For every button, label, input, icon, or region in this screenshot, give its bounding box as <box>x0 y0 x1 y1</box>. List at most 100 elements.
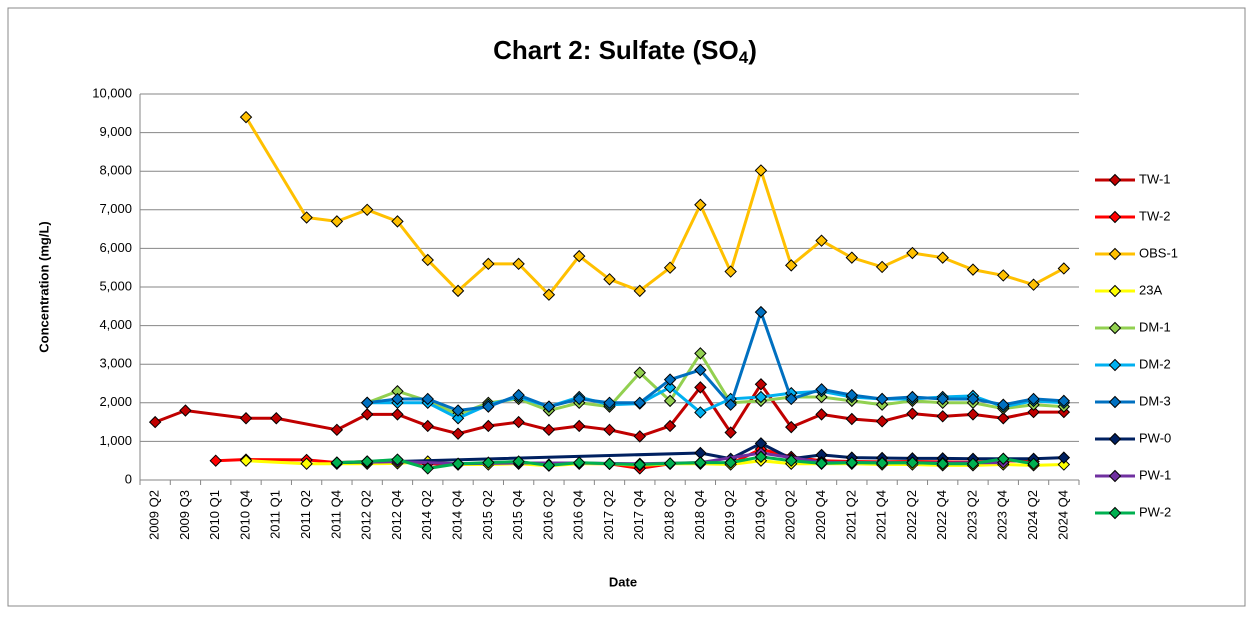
x-tick-label: 2020 Q4 <box>813 490 828 540</box>
point-marker <box>906 246 919 260</box>
point-marker <box>663 457 677 470</box>
point-marker <box>451 412 465 425</box>
point-marker <box>906 390 919 404</box>
point-marker <box>694 381 707 394</box>
point-marker <box>815 383 828 396</box>
y-tick-label: 2,000 <box>99 394 132 409</box>
y-tick-label: 10,000 <box>92 85 132 100</box>
x-tick-label: 2014 Q4 <box>449 490 464 540</box>
point-marker <box>330 423 344 437</box>
point-marker <box>997 452 1010 465</box>
point-marker <box>239 412 253 425</box>
point-marker <box>360 408 374 421</box>
point-marker <box>1027 278 1040 291</box>
x-tick-label: 2012 Q4 <box>389 490 404 540</box>
point-marker <box>1027 392 1040 406</box>
point-marker <box>906 407 919 420</box>
x-tick-label: 2017 Q4 <box>631 490 646 540</box>
point-marker <box>875 392 889 406</box>
legend-marker <box>1108 173 1122 187</box>
point-marker <box>482 257 495 271</box>
x-tick-label: 2009 Q3 <box>177 490 192 540</box>
point-marker <box>603 396 616 410</box>
y-tick-label: 3,000 <box>99 356 132 371</box>
point-marker <box>694 363 707 377</box>
legend-marker <box>1108 284 1122 298</box>
x-tick-label: 2019 Q2 <box>722 490 737 540</box>
point-marker <box>694 198 707 211</box>
point-marker <box>451 404 465 417</box>
x-tick-label: 2022 Q2 <box>904 490 919 540</box>
point-marker <box>391 408 404 421</box>
point-marker <box>391 392 404 406</box>
point-marker <box>997 269 1010 282</box>
point-marker <box>482 456 495 469</box>
x-tick-label: 2021 Q2 <box>843 490 858 540</box>
point-marker <box>451 284 465 298</box>
x-axis-label: Date <box>609 574 637 589</box>
y-tick-label: 0 <box>125 471 132 486</box>
point-marker <box>785 392 798 406</box>
point-marker <box>300 457 313 470</box>
point-marker <box>1057 458 1071 471</box>
point-marker <box>330 456 344 469</box>
point-marker <box>482 400 495 413</box>
point-marker <box>391 215 404 228</box>
point-marker <box>966 263 980 276</box>
point-marker <box>209 454 222 467</box>
legend-label: TW-2 <box>1139 208 1171 223</box>
legend-label: PW-2 <box>1139 504 1171 519</box>
point-marker <box>633 284 646 298</box>
point-marker <box>936 392 949 406</box>
point-marker <box>754 164 768 177</box>
point-marker <box>845 251 859 264</box>
point-marker <box>966 392 980 406</box>
legend-marker <box>1108 358 1122 372</box>
y-tick-label: 4,000 <box>99 317 132 332</box>
point-marker <box>633 366 646 379</box>
point-marker <box>845 456 859 469</box>
point-marker <box>724 456 737 469</box>
legend-marker <box>1108 247 1122 261</box>
point-marker <box>845 388 859 402</box>
point-marker <box>542 288 556 301</box>
point-marker <box>906 456 919 469</box>
x-tick-label: 2024 Q2 <box>1025 490 1040 540</box>
x-tick-label: 2015 Q2 <box>480 490 495 540</box>
x-tick-label: 2015 Q4 <box>510 490 525 540</box>
title-part: Chart 2: Sulfate (SO <box>493 35 739 65</box>
point-marker <box>663 381 677 394</box>
point-marker <box>573 249 586 263</box>
x-tick-label: 2016 Q4 <box>571 490 586 540</box>
point-marker <box>815 457 828 470</box>
point-marker <box>1027 405 1040 419</box>
point-marker <box>663 261 677 274</box>
point-marker <box>754 390 768 404</box>
x-tick-label: 2011 Q1 <box>268 490 283 539</box>
point-marker <box>421 462 434 475</box>
point-marker <box>512 455 525 468</box>
legend-marker <box>1108 321 1122 335</box>
y-tick-label: 9,000 <box>99 124 132 139</box>
legend-label: DM-1 <box>1139 319 1171 334</box>
legend-marker <box>1108 506 1122 520</box>
point-marker <box>421 392 434 406</box>
title-subscript: 4 <box>739 48 749 67</box>
x-tick-label: 2014 Q2 <box>419 490 434 540</box>
point-marker <box>724 426 737 439</box>
point-marker <box>875 415 889 428</box>
x-tick-label: 2016 Q2 <box>540 490 555 540</box>
point-marker <box>633 458 646 471</box>
point-marker <box>785 259 798 272</box>
point-marker <box>936 410 949 423</box>
point-marker <box>1057 394 1071 408</box>
point-marker <box>451 427 465 440</box>
legend-label: DM-3 <box>1139 393 1171 408</box>
point-marker <box>997 398 1010 411</box>
point-marker <box>663 373 677 386</box>
legend-label: OBS-1 <box>1139 245 1178 260</box>
x-tick-label: 2023 Q4 <box>995 490 1010 540</box>
point-marker <box>785 420 798 434</box>
point-marker <box>815 408 828 421</box>
